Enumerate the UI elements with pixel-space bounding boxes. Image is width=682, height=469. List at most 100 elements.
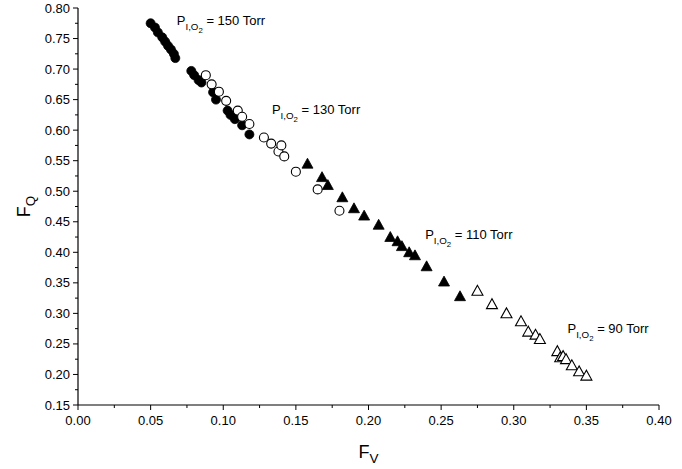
point [259, 133, 268, 142]
text-part: = 90 Torr [594, 321, 650, 336]
point [337, 192, 348, 202]
text-part: P [272, 102, 281, 117]
x-tick [586, 405, 587, 410]
y-tick-label: 0.60 [45, 123, 70, 138]
point [534, 334, 545, 344]
x-tick [368, 405, 369, 410]
y-tick-label: 0.70 [45, 62, 70, 77]
y-minor-tick [75, 237, 78, 238]
x-tick [78, 405, 79, 410]
point [201, 71, 210, 80]
text-part: = 110 Torr [451, 227, 513, 242]
y-tick-label: 0.30 [45, 306, 70, 321]
point [439, 276, 450, 286]
point [501, 308, 512, 318]
y-tick [73, 160, 78, 161]
x-tick [295, 405, 296, 410]
x-tick-label: 0.30 [501, 413, 526, 428]
x-tick [223, 405, 224, 410]
x-tick [513, 405, 514, 410]
point [280, 152, 289, 161]
y-minor-tick [75, 23, 78, 24]
x-minor-tick [404, 405, 405, 408]
x-tick-label: 0.00 [65, 413, 90, 428]
y-tick [73, 374, 78, 375]
x-tick-label: 0.05 [138, 413, 163, 428]
text-part: I,O [281, 110, 294, 121]
y-tick [73, 282, 78, 283]
x-tick-label: 0.20 [356, 413, 381, 428]
x-minor-tick [622, 405, 623, 408]
y-tick [73, 252, 78, 253]
point [348, 203, 359, 213]
y-minor-tick [75, 298, 78, 299]
point [335, 206, 344, 215]
x-tick-label: 0.35 [574, 413, 599, 428]
point [455, 291, 466, 301]
y-tick-label: 0.65 [45, 92, 70, 107]
annotation: PI,O2 = 90 Torr [567, 321, 649, 343]
y-tick-label: 0.40 [45, 245, 70, 260]
point [373, 219, 384, 229]
x-tick [150, 405, 151, 410]
point [222, 96, 231, 105]
point [561, 354, 572, 364]
text-part: P [177, 13, 186, 28]
x-minor-tick [186, 405, 187, 408]
text-part: P [567, 321, 576, 336]
text-part: = 130 Torr [298, 102, 361, 117]
y-tick [73, 313, 78, 314]
y-tick-label: 0.80 [45, 1, 70, 16]
point [291, 167, 300, 176]
annotation: PI,O2 = 110 Torr [425, 227, 513, 249]
y-tick [73, 38, 78, 39]
point [245, 120, 254, 129]
x-minor-tick [259, 405, 260, 408]
point [472, 285, 483, 295]
y-tick-label: 0.15 [45, 398, 70, 413]
point [409, 250, 420, 260]
point [238, 112, 247, 121]
text-part: F [358, 442, 369, 462]
point [566, 360, 577, 370]
chart: 0.000.050.100.150.200.250.300.350.400.15… [0, 0, 682, 469]
y-tick [73, 130, 78, 131]
x-axis-label: FV [358, 442, 378, 466]
point [486, 299, 497, 309]
y-tick [73, 343, 78, 344]
point [171, 54, 180, 63]
annotation: PI,O2 = 130 Torr [272, 102, 361, 124]
y-tick-label: 0.50 [45, 184, 70, 199]
text-part: V [369, 451, 378, 466]
point [396, 241, 407, 251]
point [574, 366, 585, 376]
y-minor-tick [75, 328, 78, 329]
y-minor-tick [75, 84, 78, 85]
y-minor-tick [75, 359, 78, 360]
point [207, 80, 216, 89]
text-part: Q [23, 196, 38, 207]
y-tick [73, 8, 78, 9]
point [277, 141, 286, 150]
text-part: = 150 Torr [203, 13, 266, 28]
y-tick [73, 69, 78, 70]
y-minor-tick [75, 389, 78, 390]
point [313, 185, 322, 194]
x-minor-tick [114, 405, 115, 408]
x-tick-label: 0.10 [211, 413, 236, 428]
text-part: F [14, 206, 34, 217]
points [146, 19, 592, 380]
y-minor-tick [75, 267, 78, 268]
y-tick-label: 0.20 [45, 367, 70, 382]
y-axis-label: FQ [14, 196, 38, 218]
text-part: P [425, 227, 434, 242]
y-tick-label: 0.55 [45, 153, 70, 168]
point [322, 180, 333, 190]
y-tick [73, 191, 78, 192]
x-tick [659, 405, 660, 410]
y-minor-tick [75, 175, 78, 176]
point [516, 316, 527, 326]
y-minor-tick [75, 145, 78, 146]
point [214, 87, 223, 96]
point [421, 261, 432, 271]
